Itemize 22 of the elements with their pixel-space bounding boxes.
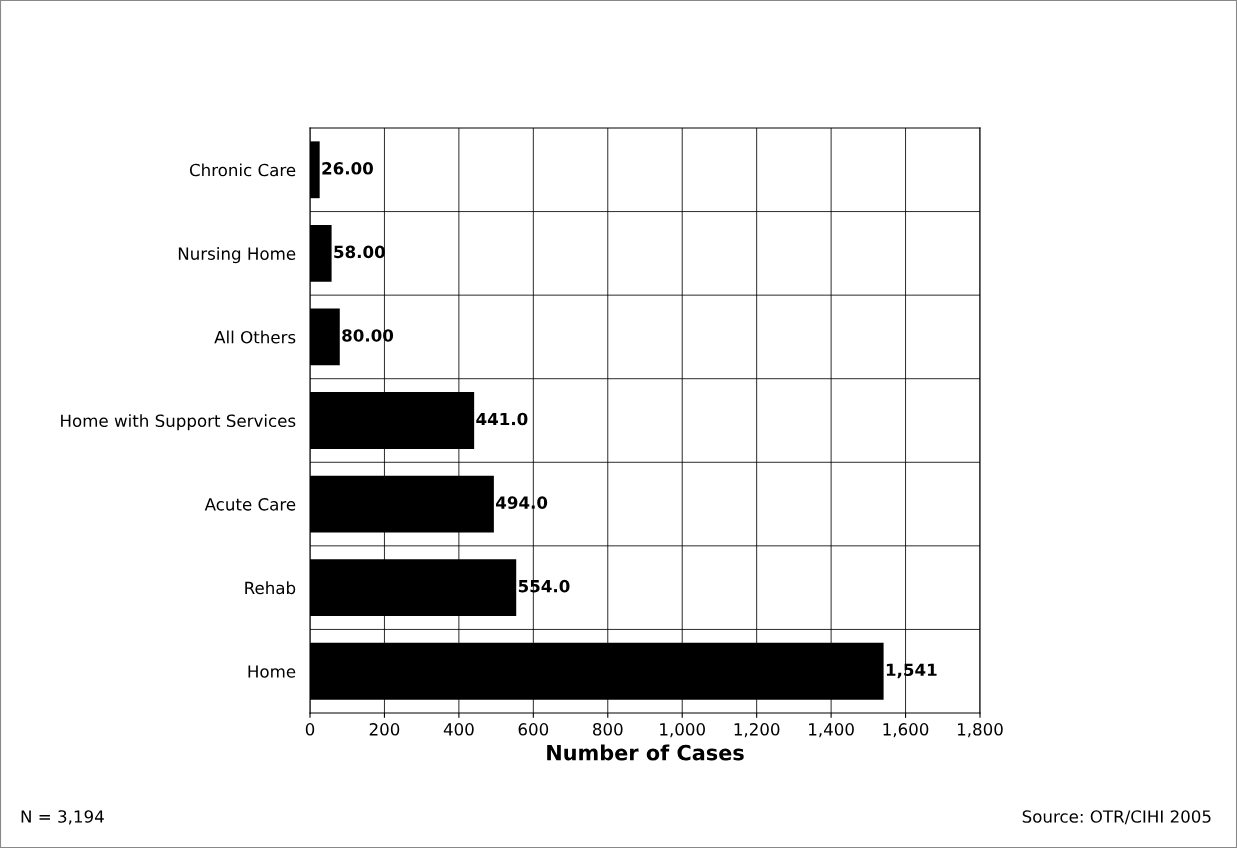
x-tick-label: 1,800 [957,723,1003,738]
x-tick-label: 400 [443,723,474,736]
y-tick-label: Nursing Home [178,247,296,264]
x-tick-label: 1,600 [883,723,929,738]
x-tick-label: 1,400 [809,723,854,738]
data-label: 441.0 [476,412,528,426]
text: N = 3,194 [21,810,104,825]
y-tick-label: Home with Support Services [61,414,296,431]
x-tick-label: 1,000 [660,723,705,738]
x-tick-label: 200 [369,723,400,736]
x-tick-label: 800 [593,723,623,736]
y-tick-label: Rehab [245,581,296,595]
x-tick-label: 600 [518,723,549,736]
y-tick-label: Home [248,665,296,678]
x-tick-label: 1,200 [734,723,780,738]
y-tick-label: All Others [214,330,296,344]
y-tick-label: Acute Care [204,498,296,511]
x-tick-label: 0 [305,723,315,736]
x-axis-title: Number of Cases [547,744,744,761]
y-tick-label: Chronic Care [189,163,296,177]
data-label: 26.00 [322,162,373,175]
source-note: Source: OTR/CIHI 2005 [1022,810,1211,825]
